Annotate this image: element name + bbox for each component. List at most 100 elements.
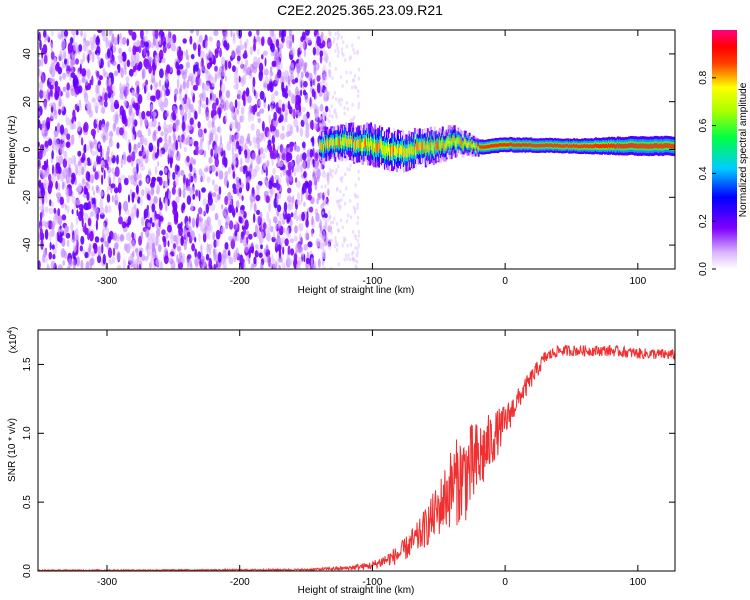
spectrogram-noise-cell (38, 260, 41, 269)
spectrogram-noise-cell (342, 40, 345, 45)
spectrogram-noise-cell (324, 213, 328, 219)
spectrogram-noise-cell (323, 64, 326, 69)
spectrogram-noise-cell (356, 259, 359, 264)
spectrogram-noise-cell (130, 174, 135, 185)
spectrogram-noise-cell (308, 180, 313, 188)
spectrogram-noise-cell (84, 222, 87, 233)
spectrogram-noise-cell (189, 163, 193, 173)
spectrogram-noise-cell (187, 124, 193, 130)
spectrogram-noise-cell (80, 58, 84, 65)
spectrogram-noise-cell (287, 245, 291, 255)
spectrogram-noise-cell (248, 164, 253, 174)
spectrogram-noise-cell (95, 149, 99, 157)
spectrogram-noise-cell (221, 254, 226, 265)
spectrogram-noise-cell (135, 173, 141, 179)
spectrogram-noise-cell (212, 93, 217, 102)
spectrogram-noise-cell (252, 136, 257, 144)
spectrogram-noise-cell (112, 247, 116, 256)
spectrogram-noise-cell (309, 149, 314, 158)
spectrogram-noise-cell (298, 214, 302, 222)
spectrogram-noise-cell (281, 81, 285, 93)
spectrogram-noise-cell (344, 237, 347, 242)
spectrogram-noise-cell (256, 30, 260, 37)
spectrogram-noise-cell (187, 110, 191, 120)
spectrogram-noise-cell (76, 169, 82, 176)
spectrogram-noise-cell (80, 235, 85, 245)
spectrogram-noise-cell (156, 183, 160, 195)
spectrogram-noise-cell (71, 155, 76, 165)
spectrogram-noise-cell (235, 200, 240, 209)
spectrogram-noise-cell (271, 236, 276, 243)
spectrogram-noise-cell (190, 138, 195, 145)
spectrogram-noise-cell (217, 219, 222, 227)
spectrogram-noise-cell (55, 145, 58, 153)
spectrogram-noise-cell (89, 230, 94, 242)
spectrogram-noise-cell (94, 101, 99, 111)
spectrogram-noise-cell (90, 36, 95, 46)
snr-scale-exponent: 4 (7, 330, 14, 334)
spectrogram-noise-cell (333, 244, 337, 249)
spectrogram-noise-cell (66, 205, 70, 214)
spectrogram-noise-cell (316, 168, 321, 179)
spectrogram-noise-cell (207, 195, 213, 206)
spectrogram-noise-cell (344, 172, 347, 177)
spectrogram-noise-cell (258, 252, 263, 258)
spectrogram-noise-cell (106, 152, 110, 164)
colorbar-label: Normalized spectral amplitude (738, 82, 749, 217)
spectrogram-noise-cell (216, 41, 221, 48)
spectrogram-noise-cell (51, 150, 54, 160)
spectrogram-noise-cell (258, 62, 264, 73)
spectrogram-noise-cell (188, 72, 194, 80)
spectrogram-noise-cell (162, 235, 166, 243)
spectrogram-noise-cell (325, 105, 329, 113)
spectrogram-noise-cell (165, 73, 169, 84)
spectrogram-noise-cell (165, 42, 171, 49)
spectrogram-noise-cell (62, 260, 66, 266)
spectrogram-noise-cell (102, 253, 107, 265)
spectrogram-noise-cell (178, 94, 183, 101)
spectrogram-noise-cell (353, 192, 357, 197)
spectrogram-noise-cell (268, 202, 271, 212)
spectrogram-noise-cell (88, 183, 91, 190)
spectrogram-noise-cell (107, 205, 112, 214)
spectrogram-noise-cell (293, 167, 297, 177)
spectrogram-noise-cell (278, 30, 282, 38)
spectrogram-noise-cell (232, 134, 236, 143)
spectrogram-noise-cell (333, 90, 336, 95)
spectrogram-noise-cell (93, 206, 99, 213)
spectrogram-noise-cell (319, 219, 322, 224)
spectrogram-noise-cell (228, 220, 234, 230)
spectrogram-noise-cell (304, 230, 310, 241)
spectrogram-noise-cell (333, 36, 336, 41)
spectrogram-noise-cell (46, 121, 50, 130)
spectrogram-noise-cell (144, 118, 148, 127)
spectrogram-noise-cell (126, 38, 130, 47)
chart-title: C2E2.2025.365.23.09.R21 (277, 2, 443, 18)
spectrogram-noise-cell (62, 72, 66, 80)
spectrogram-noise-cell (325, 76, 328, 81)
spectrogram-noise-cell (319, 193, 323, 198)
spectrogram-noise-cell (249, 202, 252, 212)
spectrogram-noise-cell (243, 98, 246, 107)
spectrogram-noise-cell (343, 111, 346, 116)
spectrogram-noise-cell (235, 157, 239, 168)
spectrogram-noise-cell (193, 122, 196, 129)
spectrogram-noise-cell (211, 102, 217, 111)
spectrogram-noise-cell (201, 103, 207, 109)
spectrogram-noise-cell (294, 225, 298, 234)
spectrogram-noise-cell (276, 149, 279, 159)
spectrogram-noise-cell (190, 157, 194, 166)
x-tick-label: -200 (230, 577, 250, 588)
spectrogram-noise-cell (39, 39, 42, 51)
y-tick-label: -20 (22, 190, 33, 205)
spectrogram-noise-cell (349, 243, 353, 247)
spectrogram-noise-cell (127, 116, 131, 128)
spectrogram-noise-cell (176, 165, 180, 172)
spectrogram-noise-cell (146, 110, 151, 117)
spectrogram-noise-cell (334, 236, 337, 240)
spectrogram-noise-cell (38, 150, 43, 160)
spectrogram-noise-cell (253, 256, 257, 265)
spectrogram-noise-cell (240, 157, 243, 166)
spectrogram-noise-cell (65, 141, 71, 148)
spectrogram-noise-cell (49, 66, 53, 75)
